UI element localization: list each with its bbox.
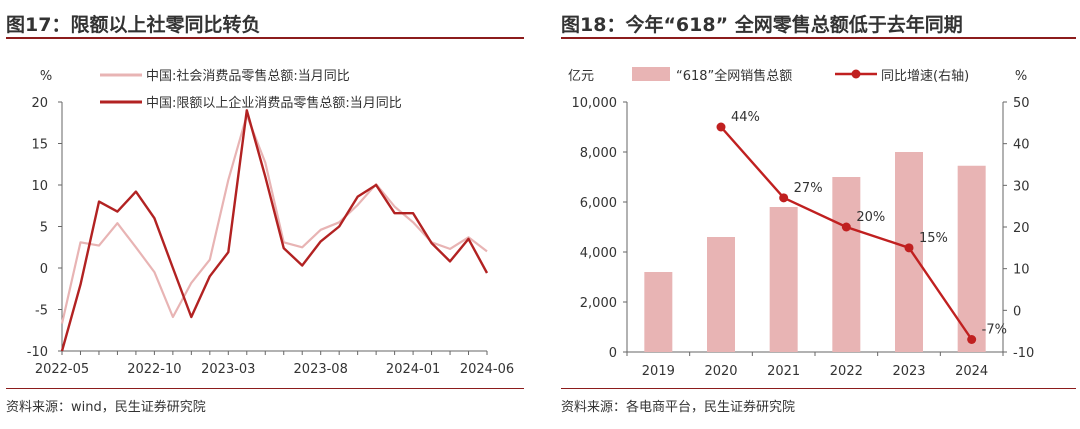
series-line-2 bbox=[60, 109, 489, 352]
y-tick-label: 20 bbox=[31, 96, 48, 111]
y-tick-label: 5 bbox=[40, 221, 48, 236]
y-tick-label: -10 bbox=[27, 345, 48, 360]
legend-bar-label: “618”全网销售总额 bbox=[676, 68, 792, 84]
bar-2019 bbox=[644, 272, 673, 352]
right-y-tick-label: -10 bbox=[1013, 346, 1034, 361]
growth-point-2020 bbox=[716, 122, 726, 132]
growth-point-2023 bbox=[904, 243, 914, 253]
bar-2024 bbox=[957, 165, 986, 352]
left-axis-unit-label: 亿元 bbox=[568, 69, 594, 84]
bar-2020 bbox=[707, 237, 735, 352]
y-axis-unit-label: % bbox=[40, 69, 52, 84]
right-y-tick-label: 0 bbox=[1013, 304, 1021, 319]
legend-line-marker bbox=[851, 69, 861, 79]
y-tick-label: -5 bbox=[35, 304, 48, 319]
growth-data-label: 27% bbox=[794, 181, 823, 196]
left-y-tick-label: 8,000 bbox=[580, 146, 617, 161]
bar-2022 bbox=[832, 177, 861, 352]
growth-point-2022 bbox=[841, 222, 851, 232]
legend-bar-swatch bbox=[632, 67, 670, 81]
growth-point-2021 bbox=[779, 193, 789, 203]
x-tick-label: 2022-05 bbox=[35, 362, 89, 377]
right-y-tick-label: 20 bbox=[1013, 221, 1030, 236]
growth-data-label: 20% bbox=[856, 210, 885, 225]
x-tick-label: 2023-03 bbox=[201, 362, 255, 377]
x-tick-label: 2024-01 bbox=[386, 362, 440, 377]
series-line-1 bbox=[60, 114, 488, 324]
left-line-chart: % -10 -5 0 5 10 15 20 2022-05 2022-10 2023-03 2023-… bbox=[27, 68, 514, 377]
left-title-rule bbox=[6, 37, 524, 39]
right-y-tick-label: 30 bbox=[1013, 179, 1030, 194]
legend-label-1: 中国:社会消费品零售总额:当月同比 bbox=[146, 68, 350, 84]
right-axis-unit-label: % bbox=[1015, 69, 1027, 84]
right-y-tick-label: 10 bbox=[1013, 263, 1030, 278]
left-y-tick-label: 2,000 bbox=[580, 296, 617, 311]
right-source-note: 资料来源：各电商平台，民生证券研究院 bbox=[561, 400, 796, 415]
right-source-rule bbox=[561, 388, 1076, 389]
right-y-tick-label: 50 bbox=[1013, 96, 1030, 111]
growth-data-label: 44% bbox=[731, 110, 760, 125]
x-category-label: 2021 bbox=[767, 364, 800, 379]
x-tick-label: 2023-08 bbox=[294, 362, 348, 377]
left-figure-title: 图17：限额以上社零同比转负 bbox=[6, 14, 261, 36]
right-figure-title: 图18：今年“618” 全网零售总额低于去年同期 bbox=[561, 14, 963, 36]
growth-data-label: -7% bbox=[982, 323, 1007, 338]
left-figure-panel: 图17：限额以上社零同比转负 % -10 -5 0 5 10 15 20 2022-05 2022… bbox=[6, 14, 524, 415]
left-y-tick-label: 0 bbox=[609, 346, 617, 361]
x-category-label: 2020 bbox=[704, 364, 737, 379]
growth-data-label: 15% bbox=[919, 231, 948, 246]
y-tick-label: 15 bbox=[31, 138, 48, 153]
x-tick-label: 2024-06 bbox=[460, 362, 514, 377]
legend-line-label: 同比增速(右轴) bbox=[881, 69, 969, 84]
y-tick-label: 10 bbox=[31, 179, 48, 194]
x-category-label: 2022 bbox=[830, 364, 863, 379]
right-y-tick-label: 40 bbox=[1013, 138, 1030, 153]
left-source-note: 资料来源：wind，民生证券研究院 bbox=[6, 400, 206, 415]
legend-label-2: 中国:限额以上企业消费品零售总额:当月同比 bbox=[146, 95, 402, 111]
x-category-label: 2023 bbox=[892, 364, 925, 379]
x-category-label: 2019 bbox=[642, 364, 675, 379]
growth-point-2024 bbox=[967, 335, 977, 344]
left-y-tick-label: 4,000 bbox=[580, 246, 617, 261]
x-tick-label: 2022-10 bbox=[127, 362, 181, 377]
bar-2021 bbox=[769, 207, 798, 352]
left-source-rule bbox=[6, 388, 524, 389]
x-category-label: 2024 bbox=[955, 364, 988, 379]
right-title-rule bbox=[561, 37, 1076, 39]
left-y-tick-label: 6,000 bbox=[580, 196, 617, 211]
y-tick-label: 0 bbox=[40, 262, 48, 277]
right-combo-chart: 亿元 % 0 2,000 4,000 6,000 8,000 10,000 -10 0 10 20 30… bbox=[568, 67, 1034, 379]
left-y-tick-label: 10,000 bbox=[572, 96, 618, 111]
right-figure-panel: 图18：今年“618” 全网零售总额低于去年同期 亿元% 0 2,000 4,000 6… bbox=[555, 0, 1080, 429]
